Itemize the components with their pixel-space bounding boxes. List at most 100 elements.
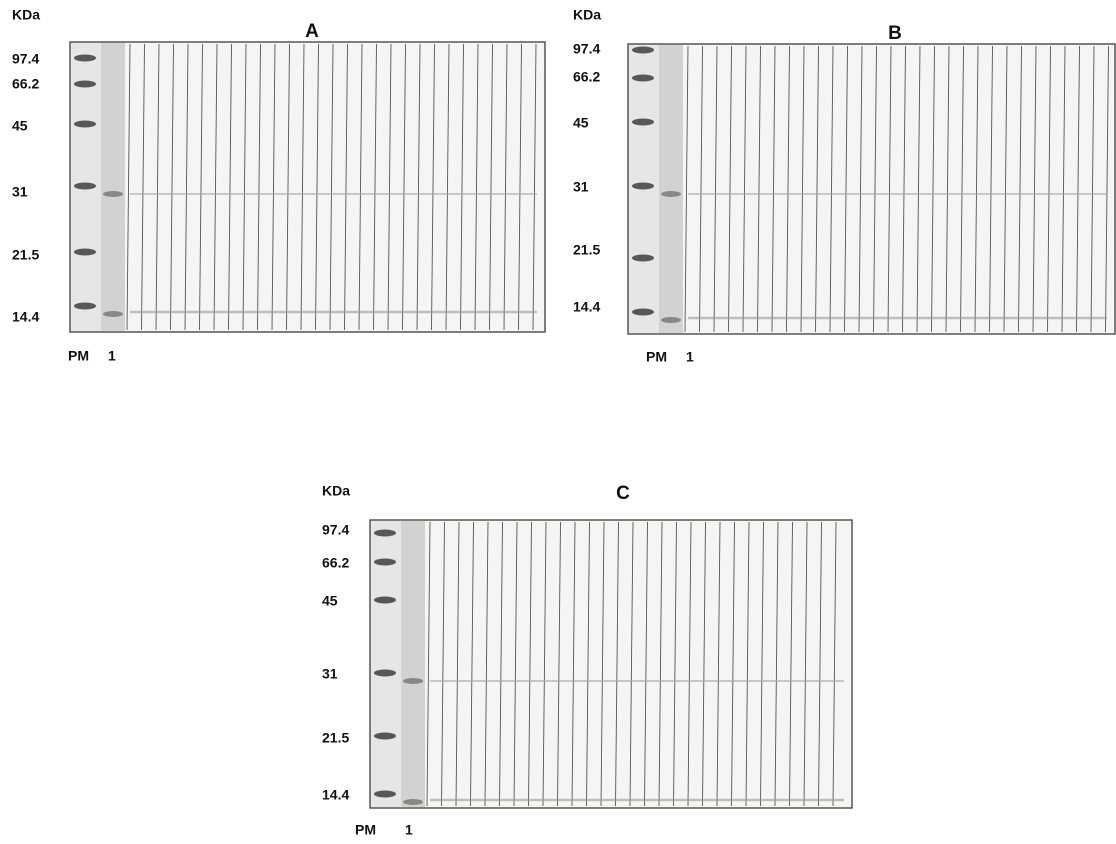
strip-edge: [728, 45, 732, 333]
strip-edge: [702, 521, 706, 807]
strip-edge: [344, 43, 348, 331]
marker-band: [74, 182, 96, 190]
marker-band: [374, 558, 396, 566]
marker-label: 97.4: [322, 522, 349, 538]
strip-edge: [931, 45, 935, 333]
marker-label: 21.5: [322, 730, 349, 746]
sample-band: [661, 317, 681, 323]
sample-lane: [401, 521, 425, 807]
strip-edge: [513, 521, 518, 807]
lane-label: 1: [686, 349, 694, 365]
strip-edge: [644, 521, 648, 807]
strip-edge: [658, 521, 663, 807]
strip-edge: [829, 45, 834, 333]
strip-edge: [441, 521, 445, 807]
strip-edge: [257, 43, 261, 331]
marker-band: [632, 46, 654, 54]
marker-label: 31: [12, 184, 28, 200]
marker-band: [632, 74, 654, 82]
strip-edge: [445, 43, 450, 331]
strip-edge: [155, 43, 160, 331]
strip-edge: [832, 521, 837, 807]
strip-edge: [786, 45, 790, 333]
strip-edge: [416, 43, 421, 331]
strip-edge: [873, 45, 877, 333]
strip-edge: [455, 521, 460, 807]
panel-title: B: [888, 23, 902, 44]
panel-title: C: [616, 483, 630, 504]
strip-edge: [460, 43, 464, 331]
sample-band: [403, 678, 423, 684]
strip-edge: [489, 43, 493, 331]
strip-edge: [1018, 45, 1022, 333]
strip-edge: [1061, 45, 1066, 333]
strip-edge: [329, 43, 334, 331]
strip-edge: [774, 521, 779, 807]
strip-edge: [815, 45, 819, 333]
strip-edge: [771, 45, 776, 333]
strip-edge: [960, 45, 964, 333]
strip-edge: [673, 521, 677, 807]
marker-band: [74, 120, 96, 128]
strip-edge: [474, 43, 479, 331]
marker-band: [632, 308, 654, 316]
strip-edge: [684, 45, 689, 333]
strip-edge: [528, 521, 532, 807]
strip-edge: [499, 521, 503, 807]
strip-edge: [518, 43, 522, 331]
unit-label: KDa: [322, 483, 350, 499]
strip-edge: [315, 43, 319, 331]
blot-panel: A KDa 97.4 66.2 45 31 21.5 14.4 PM 1: [12, 7, 546, 364]
marker-band: [374, 529, 396, 537]
sample-lane: [659, 45, 683, 333]
marker-label: 14.4: [573, 299, 600, 315]
marker-label: 31: [573, 179, 589, 195]
sample-band: [103, 311, 123, 317]
strip-edge: [532, 43, 537, 331]
strip-edge: [742, 45, 747, 333]
strip-edge: [687, 521, 692, 807]
marker-band: [632, 182, 654, 190]
strip-edge: [745, 521, 750, 807]
marker-label: 31: [322, 666, 338, 682]
blot-panel: B KDa 97.4 66.2 45 31 21.5 14.4 PM 1: [573, 7, 1116, 365]
strip-edge: [1090, 45, 1095, 333]
strip-edge: [126, 43, 131, 331]
strip-edge: [184, 43, 189, 331]
strip-edge: [286, 43, 290, 331]
marker-band: [74, 302, 96, 310]
strip-edge: [615, 521, 619, 807]
marker-lane: [371, 521, 401, 807]
unit-label: KDa: [12, 7, 40, 23]
strip-edge: [300, 43, 305, 331]
strip-edge: [213, 43, 218, 331]
strip-edge: [844, 45, 848, 333]
strip-edge: [358, 43, 363, 331]
marker-band: [632, 254, 654, 262]
marker-label: 45: [322, 593, 338, 609]
strip-edge: [542, 521, 547, 807]
strip-edge: [974, 45, 979, 333]
unit-label: KDa: [573, 7, 601, 23]
marker-band: [374, 790, 396, 798]
marker-label: 21.5: [12, 247, 39, 263]
strip-edge: [716, 521, 721, 807]
marker-label: 21.5: [573, 242, 600, 258]
lane-label: 1: [405, 822, 413, 838]
marker-band: [74, 80, 96, 88]
strip-edge: [803, 521, 808, 807]
marker-label: 97.4: [573, 41, 600, 57]
strip-edge: [600, 521, 605, 807]
marker-label: 14.4: [322, 787, 349, 803]
strip-edge: [431, 43, 435, 331]
strip-edge: [916, 45, 921, 333]
strip-edge: [1047, 45, 1051, 333]
strip-edge: [503, 43, 508, 331]
marker-label: 14.4: [12, 309, 39, 325]
sample-band: [103, 191, 123, 197]
strip-edge: [470, 521, 474, 807]
marker-band: [74, 248, 96, 256]
strip-edge: [402, 43, 406, 331]
marker-label: 66.2: [573, 69, 600, 85]
